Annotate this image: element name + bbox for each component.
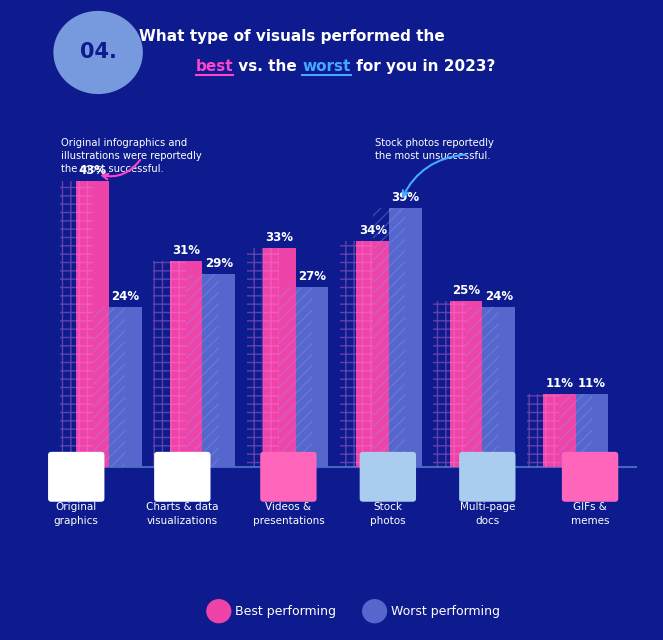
Bar [466,307,499,467]
Bar [60,181,93,467]
Bar [296,287,328,467]
Text: Stock photos reportedly
the most unsuccessful.: Stock photos reportedly the most unsucce… [375,138,494,161]
Bar [340,241,373,467]
Bar [109,307,142,467]
Text: Worst performing: Worst performing [391,605,500,618]
Text: What type of visuals performed the: What type of visuals performed the [139,29,445,44]
Bar [483,307,515,467]
Text: 24%: 24% [485,291,513,303]
Text: vs. the: vs. the [233,59,302,74]
Text: GIFs &
memes: GIFs & memes [571,502,609,525]
Text: for you in 2023?: for you in 2023? [351,59,495,74]
Text: Multi-page
docs: Multi-page docs [459,502,515,525]
Bar [357,241,389,467]
Text: 04.: 04. [80,42,117,63]
Bar [543,394,575,467]
Bar [263,248,296,467]
Bar [575,394,609,467]
Bar [153,261,186,467]
Text: Original
graphics: Original graphics [54,502,99,525]
Text: 27%: 27% [298,271,326,284]
Text: 43%: 43% [79,164,107,177]
Text: best: best [196,59,233,74]
Text: 31%: 31% [172,244,200,257]
Bar [373,207,406,467]
Text: 39%: 39% [391,191,420,204]
Bar [170,261,202,467]
Text: 33%: 33% [265,230,294,244]
Text: Best performing: Best performing [235,605,336,618]
Bar [560,394,592,467]
Text: 34%: 34% [359,224,387,237]
Text: 29%: 29% [205,257,233,270]
Bar [434,301,466,467]
Text: worst: worst [302,59,351,74]
Text: 24%: 24% [111,291,139,303]
Bar [76,181,109,467]
Bar [93,307,125,467]
Text: Original infographics and
illustrations were reportedly
the most successful.: Original infographics and illustrations … [60,138,202,174]
Text: 11%: 11% [546,377,573,390]
Text: 25%: 25% [452,284,480,297]
Bar [202,274,235,467]
Bar [527,394,560,467]
Bar [389,207,422,467]
Text: Charts & data
visualizations: Charts & data visualizations [146,502,219,525]
Bar [450,301,483,467]
Text: Stock
photos: Stock photos [370,502,406,525]
Bar [247,248,279,467]
Bar [186,274,219,467]
Text: Videos &
presentations: Videos & presentations [253,502,324,525]
Bar [279,287,312,467]
Text: 11%: 11% [578,377,606,390]
